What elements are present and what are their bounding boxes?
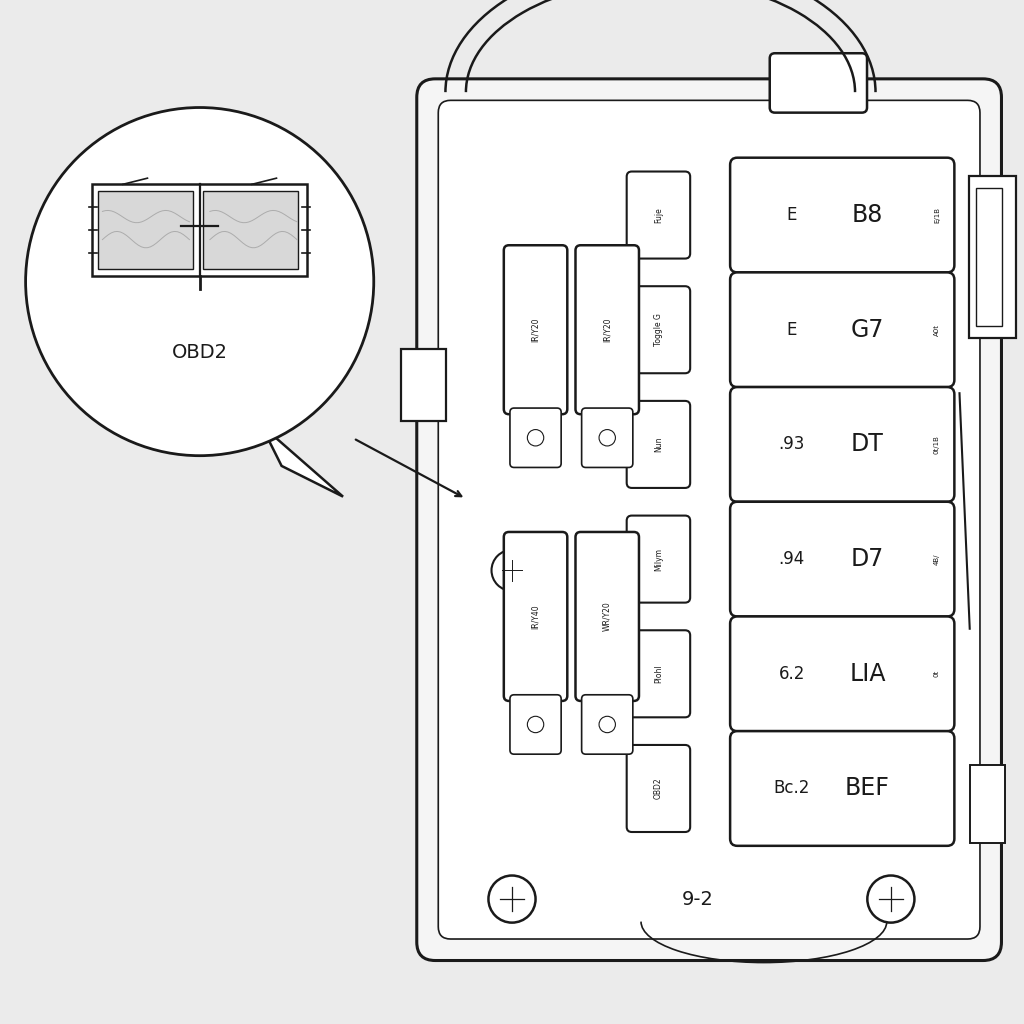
Circle shape [527,430,544,446]
Text: Milym: Milym [654,548,663,570]
Text: G7: G7 [851,317,884,342]
Text: 0t: 0t [934,670,940,678]
FancyBboxPatch shape [504,246,567,415]
Circle shape [488,876,536,923]
Circle shape [867,876,914,923]
FancyBboxPatch shape [627,745,690,833]
FancyBboxPatch shape [730,502,954,616]
Text: BEF: BEF [845,776,890,801]
FancyBboxPatch shape [401,348,446,422]
Text: IR/Y20: IR/Y20 [531,317,540,342]
Text: Toggle G: Toggle G [654,313,663,346]
Text: E/1B: E/1B [934,207,940,223]
Text: 0t/1B: 0t/1B [934,435,940,454]
FancyBboxPatch shape [969,176,1016,338]
Text: E: E [786,321,797,339]
Text: LIA: LIA [849,662,886,686]
Text: E: E [786,206,797,224]
FancyBboxPatch shape [730,387,954,502]
Text: DT: DT [851,432,884,457]
FancyBboxPatch shape [575,246,639,415]
Circle shape [26,108,374,456]
FancyBboxPatch shape [970,765,1005,843]
FancyBboxPatch shape [510,409,561,468]
FancyBboxPatch shape [627,631,690,718]
Text: OBD2: OBD2 [654,777,663,800]
Text: 6.2: 6.2 [778,665,805,683]
FancyBboxPatch shape [575,532,639,701]
Bar [203,191,298,269]
FancyBboxPatch shape [582,695,633,755]
Text: OBD2: OBD2 [172,343,227,362]
FancyBboxPatch shape [976,188,1002,326]
Text: 9-2: 9-2 [682,890,714,908]
Text: WR/Y20: WR/Y20 [603,601,611,632]
FancyBboxPatch shape [417,79,1001,961]
FancyBboxPatch shape [730,158,954,272]
FancyBboxPatch shape [730,731,954,846]
FancyBboxPatch shape [627,401,690,488]
Bar [92,184,307,276]
Text: D7: D7 [851,547,884,571]
Circle shape [527,717,544,733]
Text: .93: .93 [778,435,805,454]
FancyBboxPatch shape [627,516,690,602]
Text: Plohl: Plohl [654,665,663,683]
Circle shape [599,717,615,733]
FancyBboxPatch shape [504,532,567,701]
Text: B8: B8 [852,203,883,227]
Bar [98,191,194,269]
Text: IR/Y40: IR/Y40 [531,604,540,629]
FancyBboxPatch shape [770,53,867,113]
Text: 4B/: 4B/ [934,553,940,565]
FancyBboxPatch shape [627,172,690,259]
Circle shape [492,550,532,591]
Text: A0t: A0t [934,324,940,336]
Polygon shape [261,425,343,497]
Text: IR/Y20: IR/Y20 [603,317,611,342]
FancyBboxPatch shape [582,409,633,468]
FancyBboxPatch shape [730,272,954,387]
FancyBboxPatch shape [627,287,690,374]
FancyBboxPatch shape [510,695,561,755]
Text: Nun: Nun [654,436,663,453]
Circle shape [599,430,615,446]
Text: Bc.2: Bc.2 [774,779,810,798]
Text: Fuje: Fuje [654,207,663,223]
FancyBboxPatch shape [730,616,954,731]
FancyBboxPatch shape [438,100,980,939]
Text: .94: .94 [778,550,805,568]
